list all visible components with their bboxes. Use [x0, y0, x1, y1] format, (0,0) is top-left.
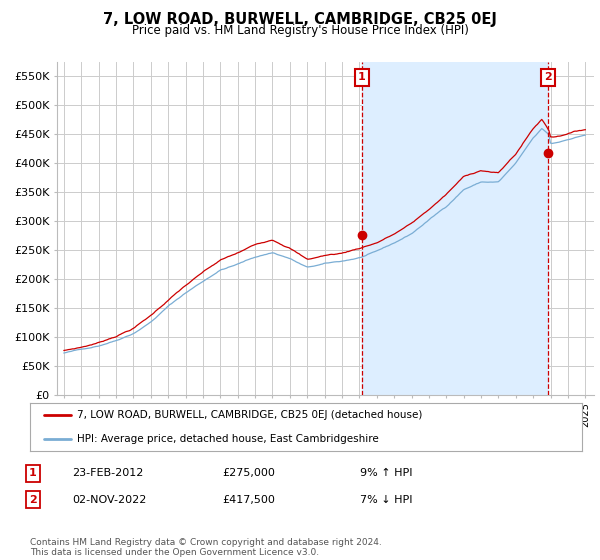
Text: £417,500: £417,500 — [222, 494, 275, 505]
Text: 7% ↓ HPI: 7% ↓ HPI — [360, 494, 413, 505]
Text: 9% ↑ HPI: 9% ↑ HPI — [360, 468, 413, 478]
Text: 02-NOV-2022: 02-NOV-2022 — [72, 494, 146, 505]
Text: Contains HM Land Registry data © Crown copyright and database right 2024.
This d: Contains HM Land Registry data © Crown c… — [30, 538, 382, 557]
Text: 7, LOW ROAD, BURWELL, CAMBRIDGE, CB25 0EJ (detached house): 7, LOW ROAD, BURWELL, CAMBRIDGE, CB25 0E… — [77, 410, 422, 420]
Text: 1: 1 — [358, 72, 366, 82]
Text: £275,000: £275,000 — [222, 468, 275, 478]
Text: 7, LOW ROAD, BURWELL, CAMBRIDGE, CB25 0EJ: 7, LOW ROAD, BURWELL, CAMBRIDGE, CB25 0E… — [103, 12, 497, 27]
Text: Price paid vs. HM Land Registry's House Price Index (HPI): Price paid vs. HM Land Registry's House … — [131, 24, 469, 36]
Text: 2: 2 — [29, 494, 37, 505]
Text: HPI: Average price, detached house, East Cambridgeshire: HPI: Average price, detached house, East… — [77, 434, 379, 444]
Text: 23-FEB-2012: 23-FEB-2012 — [72, 468, 143, 478]
Text: 1: 1 — [29, 468, 37, 478]
Text: 2: 2 — [544, 72, 551, 82]
Bar — [362, 62, 548, 395]
